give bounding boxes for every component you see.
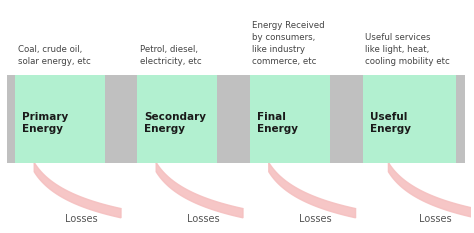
- Text: Primary
Energy: Primary Energy: [22, 112, 69, 134]
- FancyBboxPatch shape: [242, 75, 250, 163]
- FancyBboxPatch shape: [217, 75, 250, 163]
- Polygon shape: [269, 163, 356, 218]
- Text: Coal, crude oil,
solar energy, etc: Coal, crude oil, solar energy, etc: [18, 45, 91, 66]
- Text: Useful services
like light, heat,
cooling mobility etc: Useful services like light, heat, coolin…: [365, 33, 450, 66]
- FancyBboxPatch shape: [129, 75, 137, 163]
- FancyBboxPatch shape: [105, 75, 137, 163]
- FancyBboxPatch shape: [330, 75, 338, 163]
- Text: Losses: Losses: [419, 214, 452, 224]
- Text: Losses: Losses: [65, 214, 98, 224]
- Polygon shape: [34, 163, 121, 218]
- FancyBboxPatch shape: [105, 75, 113, 163]
- FancyBboxPatch shape: [137, 75, 217, 163]
- Text: Final
Energy: Final Energy: [257, 112, 298, 134]
- Text: Losses: Losses: [187, 214, 219, 224]
- Text: Losses: Losses: [300, 214, 332, 224]
- Text: Useful
Energy: Useful Energy: [370, 112, 410, 134]
- FancyBboxPatch shape: [217, 75, 226, 163]
- FancyBboxPatch shape: [363, 75, 456, 163]
- FancyBboxPatch shape: [354, 75, 363, 163]
- FancyBboxPatch shape: [250, 75, 330, 163]
- FancyBboxPatch shape: [330, 75, 363, 163]
- Polygon shape: [388, 163, 474, 218]
- FancyBboxPatch shape: [456, 75, 465, 163]
- Text: Petrol, diesel,
electricity, etc: Petrol, diesel, electricity, etc: [140, 45, 201, 66]
- FancyBboxPatch shape: [7, 75, 16, 163]
- Text: Secondary
Energy: Secondary Energy: [145, 112, 207, 134]
- FancyBboxPatch shape: [16, 75, 105, 163]
- Text: Energy Received
by consumers,
like industry
commerce, etc: Energy Received by consumers, like indus…: [252, 21, 325, 66]
- Polygon shape: [156, 163, 243, 218]
